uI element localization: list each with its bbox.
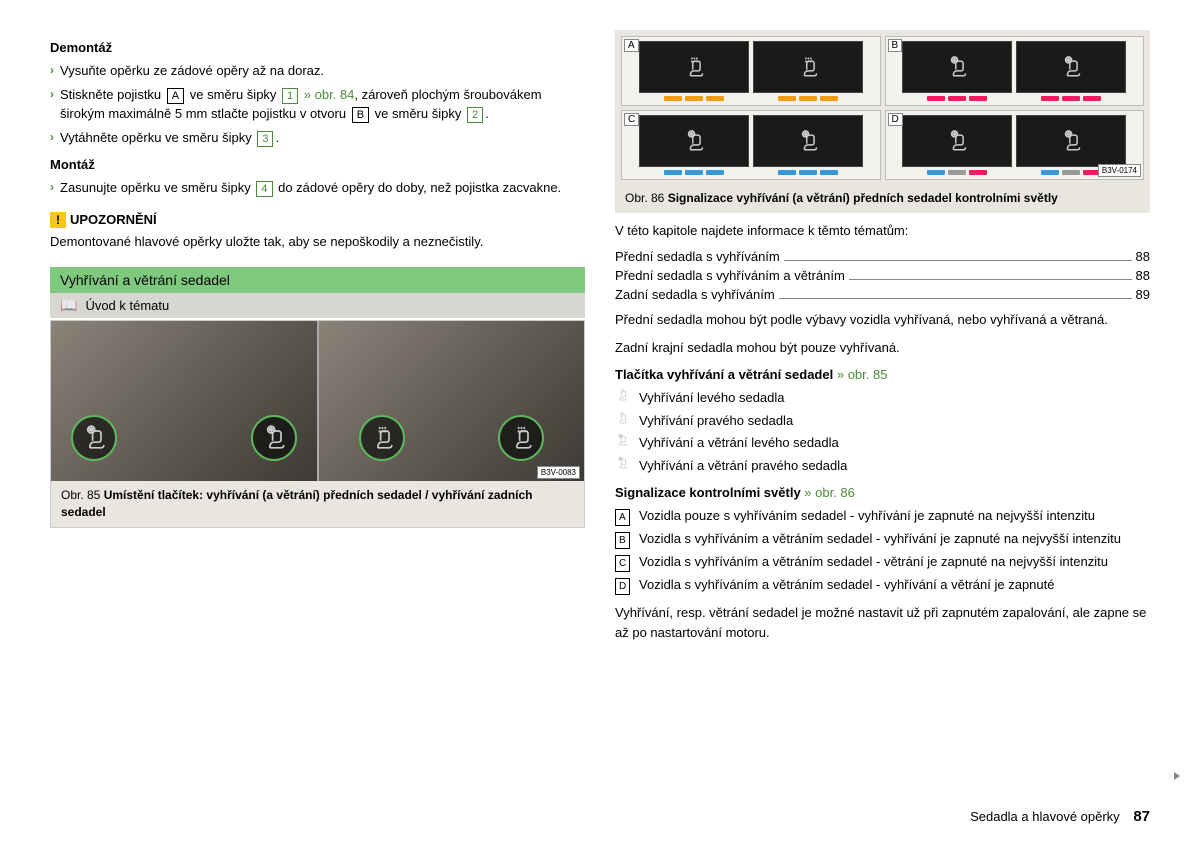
fig86-cell-b: B <box>885 36 1145 106</box>
chevron-icon: › <box>50 178 54 196</box>
ref-num-3: 3 <box>257 131 273 147</box>
intro-bar: 📖 Úvod k tématu <box>50 293 585 318</box>
toc-item: Přední sedadla s vyhříváním a větráním88 <box>615 267 1150 283</box>
page-footer: Sedadla a hlavové opěrky 87 <box>970 808 1150 825</box>
bullet-2: › Stiskněte pojistku A ve směru šipky 1 … <box>50 85 585 124</box>
fig86-cell-c: C <box>621 110 881 180</box>
warning-text: Demontované hlavové opěrky uložte tak, a… <box>50 232 585 252</box>
photo-rear-seats: B3V-0083 <box>319 321 585 481</box>
ref-letter: C <box>615 552 639 572</box>
ref-letter-b: B <box>352 107 369 123</box>
photo-front-seats <box>51 321 317 481</box>
book-icon: 📖 <box>60 297 77 314</box>
def-row: Vyhřívání levého sedadla <box>615 388 1150 408</box>
heading-buttons: Tlačítka vyhřívání a větrání sedadel » o… <box>615 367 1150 382</box>
warning-icon: ! <box>50 212 66 228</box>
section-title-bar: Vyhřívání a větrání sedadel <box>50 267 585 293</box>
warning-heading: !UPOZORNĚNÍ <box>50 212 585 228</box>
def-row: BVozidla s vyhříváním a větráním sedadel… <box>615 529 1150 549</box>
ref-letter-a: A <box>167 88 184 104</box>
heading-signal: Signalizace kontrolními světly » obr. 86 <box>615 485 1150 500</box>
figure-code: B3V-0083 <box>537 466 580 479</box>
paragraph: Zadní krajní sedadla mohou být pouze vyh… <box>615 338 1150 358</box>
ref-num-1: 1 <box>282 88 298 104</box>
def-row: AVozidla pouze s vyhříváním sedadel - vy… <box>615 506 1150 526</box>
heading-montaz: Montáž <box>50 157 585 172</box>
def-row: Vyhřívání a větrání levého sedadla <box>615 433 1150 453</box>
def-row: Vyhřívání a větrání pravého sedadla <box>615 456 1150 476</box>
fig86-cell-d: D B3V-0174 <box>885 110 1145 180</box>
paragraph: Vyhřívání, resp. větrání sedadel je možn… <box>615 603 1150 642</box>
def-row: DVozidla s vyhříváním a větráním sedadel… <box>615 575 1150 595</box>
right-column: A B C <box>615 30 1150 650</box>
toc-item: Zadní sedadla s vyhříváním89 <box>615 286 1150 302</box>
chevron-icon: › <box>50 128 54 146</box>
def-row: Vyhřívání pravého sedadla <box>615 411 1150 431</box>
callout-heat-left-icon <box>359 415 405 461</box>
chapter-intro: V této kapitole najdete informace k těmt… <box>615 221 1150 241</box>
bullet-4: › Zasunujte opěrku ve směru šipky 4 do z… <box>50 178 585 198</box>
chevron-icon: › <box>50 61 54 79</box>
seat-heat-left-icon <box>615 388 639 408</box>
ref-num-2: 2 <box>467 107 483 123</box>
toc-item: Přední sedadla s vyhříváním88 <box>615 248 1150 264</box>
chevron-icon: › <box>50 85 54 103</box>
continue-icon <box>1174 772 1180 780</box>
figure-85: B3V-0083 Obr. 85 Umístění tlačítek: vyhř… <box>50 320 585 528</box>
def-row: CVozidla s vyhříváním a větráním sedadel… <box>615 552 1150 572</box>
ref-num-4: 4 <box>256 181 272 197</box>
figure-85-caption: Obr. 85 Umístění tlačítek: vyhřívání (a … <box>51 481 584 527</box>
left-column: Demontáž › Vysuňte opěrku ze zádové opěr… <box>50 30 585 650</box>
seat-vent-left-icon <box>615 433 639 453</box>
ref-letter: B <box>615 529 639 549</box>
figure-code: B3V-0174 <box>1098 164 1141 177</box>
callout-heat-vent-right-icon <box>251 415 297 461</box>
ref-letter: A <box>615 506 639 526</box>
figure-86-caption: Obr. 86 Signalizace vyhřívání (a větrání… <box>615 184 1150 213</box>
paragraph: Přední sedadla mohou být podle výbavy vo… <box>615 310 1150 330</box>
callout-heat-vent-left-icon <box>71 415 117 461</box>
ref-letter: D <box>615 575 639 595</box>
callout-heat-right-icon <box>498 415 544 461</box>
bullet-3: › Vytáhněte opěrku ve směru šipky 3. <box>50 128 585 148</box>
manual-page: Demontáž › Vysuňte opěrku ze zádové opěr… <box>50 30 1150 650</box>
bullet-1: › Vysuňte opěrku ze zádové opěry až na d… <box>50 61 585 81</box>
fig86-cell-a: A <box>621 36 881 106</box>
seat-heat-right-icon <box>615 411 639 431</box>
heading-demontaz: Demontáž <box>50 40 585 55</box>
figure-86: A B C <box>615 30 1150 213</box>
seat-vent-right-icon <box>615 456 639 476</box>
